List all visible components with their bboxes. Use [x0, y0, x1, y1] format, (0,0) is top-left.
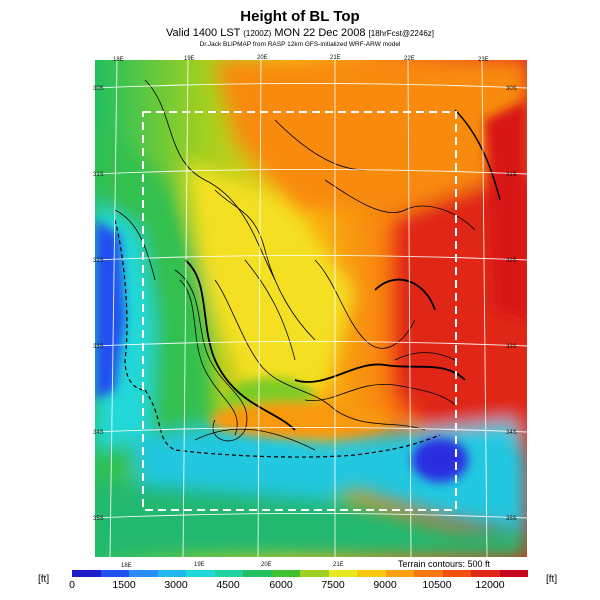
lat-label-right: 32S — [506, 258, 517, 264]
colorbar-swatch — [157, 570, 186, 577]
colorbar-tick: 9000 — [373, 579, 397, 591]
map-subtitle: Valid 1400 LST (1200Z) MON 22 Dec 2008 [… — [0, 27, 600, 39]
lon-label-top: 21E — [330, 55, 341, 61]
lon-label-top: 18E — [113, 57, 124, 63]
red-northeast — [485, 100, 527, 320]
lat-label-left: 32S — [93, 258, 104, 264]
lat-label-left: 31S — [93, 172, 104, 178]
lon-label-bottom: 20E — [261, 562, 272, 568]
lat-label-right: 31S — [506, 172, 517, 178]
valid-time: Valid 1400 LST — [166, 27, 241, 39]
utc-time: (1200Z) — [243, 29, 272, 38]
colorbar-swatch — [414, 570, 443, 577]
lat-label-left: 35S — [93, 516, 104, 522]
orange-north-region — [215, 60, 527, 210]
forecast-run: [18hrFcst@2246z] — [368, 29, 434, 38]
colorbar-tick: 1500 — [112, 579, 136, 591]
colorbar-unit-right: [ft] — [546, 574, 558, 585]
colorbar-swatch — [442, 570, 471, 577]
colorbar-tick: 6000 — [269, 579, 293, 591]
colorbar-tick: 10500 — [422, 579, 452, 591]
colorbar-tick: 4500 — [216, 579, 240, 591]
deep-blue-southeast — [412, 438, 468, 482]
colorbar-tick: 7500 — [321, 579, 345, 591]
yellow-interior-region — [185, 160, 355, 390]
colorbar-swatch — [385, 570, 414, 577]
lat-label-left: 30S — [93, 86, 104, 92]
green-southern-band — [95, 480, 527, 557]
colorbar-swatch — [328, 570, 357, 577]
colorbar-swatch — [100, 570, 129, 577]
colorbar-swatch — [243, 570, 272, 577]
terrain-contour-note: Terrain contours: 500 ft — [398, 559, 491, 569]
colorbar-swatch — [300, 570, 329, 577]
lon-label-top: 19E — [184, 56, 195, 62]
lon-label-bottom: 19E — [194, 562, 205, 568]
lat-label-left: 33S — [93, 344, 104, 350]
colorbar-swatch — [72, 570, 101, 577]
deep-blue-west — [95, 220, 125, 400]
lon-label-bottom: 18E — [121, 563, 132, 569]
lon-label-top: 22E — [404, 56, 415, 62]
orange-ridge — [210, 402, 390, 438]
lat-label-left: 34S — [93, 430, 104, 436]
colorbar-swatch — [271, 570, 300, 577]
colorbar-swatch — [471, 570, 500, 577]
colorbar-tick: 0 — [69, 579, 75, 591]
lat-label-right: 30S — [506, 86, 517, 92]
colorbar — [72, 570, 528, 577]
lat-lon-grid — [95, 60, 527, 557]
bl-top-map — [95, 60, 527, 557]
colorbar-swatch — [214, 570, 243, 577]
colorbar-unit-left: [ft] — [38, 574, 50, 585]
forecast-date: MON 22 Dec 2008 — [274, 27, 366, 39]
map-title: Height of BL Top — [240, 8, 360, 25]
domain-boundary — [142, 111, 457, 511]
lat-label-right: 35S — [506, 516, 517, 522]
colorbar-swatch — [186, 570, 215, 577]
lat-label-right: 33S — [506, 344, 517, 350]
lon-label-top: 23E — [478, 57, 489, 63]
colorbar-swatch — [357, 570, 386, 577]
lat-label-right: 34S — [506, 430, 517, 436]
colorbar-tick: 3000 — [164, 579, 188, 591]
terrain-contours — [114, 79, 501, 458]
lon-label-top: 20E — [257, 55, 268, 61]
model-credit: Dr.Jack BLIPMAP from RASP 12km GFS-initi… — [199, 41, 401, 48]
colorbar-swatch — [499, 570, 528, 577]
colorbar-tick: 12000 — [475, 579, 505, 591]
colorbar-swatch — [129, 570, 158, 577]
lon-label-bottom: 21E — [333, 562, 344, 568]
